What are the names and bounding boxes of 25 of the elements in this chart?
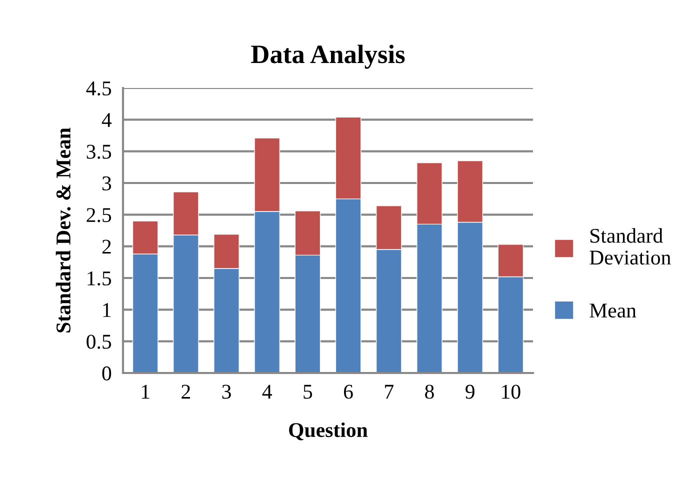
x-tick-label: 8 — [425, 384, 434, 399]
y-axis-title: Standard Dev. & Mean — [56, 128, 71, 332]
y-tick-label: 0 — [102, 366, 112, 380]
y-tick-label: 4.5 — [86, 82, 112, 96]
y-tick-label: 0.5 — [86, 334, 112, 349]
x-tick-label: 5 — [304, 384, 312, 399]
x-tick-label: 3 — [222, 384, 231, 399]
y-tick-label: 1 — [103, 303, 111, 317]
y-tick-label: 1.5 — [88, 271, 112, 286]
legend-label: Mean — [590, 304, 636, 318]
y-tick-label: 3 — [102, 176, 112, 190]
legend-label: Standard Deviation — [590, 228, 671, 265]
x-tick-label: 9 — [466, 384, 474, 399]
y-tick-label: 4 — [102, 113, 112, 127]
x-axis-title: Question — [289, 422, 368, 440]
x-tick-label: 6 — [344, 384, 353, 399]
y-tick-label: 2.5 — [86, 208, 112, 222]
x-tick-label: 2 — [182, 384, 190, 399]
x-tick-label: 4 — [262, 384, 272, 399]
x-tick-label: 7 — [385, 384, 394, 399]
y-tick-label: 2 — [102, 240, 111, 254]
x-tick-label: 10 — [502, 384, 520, 399]
x-tick-label: 1 — [142, 384, 150, 399]
chart-title: Data Analysis — [251, 44, 405, 69]
y-tick-label: 3.5 — [86, 144, 112, 159]
